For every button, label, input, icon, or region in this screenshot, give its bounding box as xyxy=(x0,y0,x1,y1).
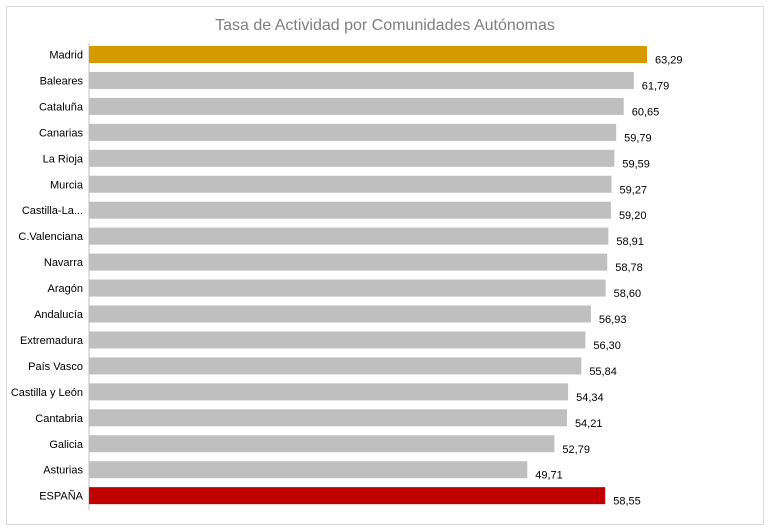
value-label: 56,30 xyxy=(593,340,621,352)
bar-15 xyxy=(89,435,555,453)
category-label: Aragón xyxy=(48,283,83,295)
category-label: Cataluña xyxy=(39,101,84,113)
category-label: País Vasco xyxy=(28,361,83,373)
value-label: 59,27 xyxy=(620,184,648,196)
bar-14 xyxy=(89,409,567,427)
bar-13 xyxy=(89,383,569,401)
bar-17 xyxy=(89,487,606,505)
bar-7 xyxy=(89,227,609,245)
bar-1 xyxy=(89,71,634,89)
value-label: 49,71 xyxy=(535,470,563,482)
bar-9 xyxy=(89,279,606,297)
bar-4 xyxy=(89,149,615,167)
category-label: ESPAÑA xyxy=(39,490,83,503)
value-label: 58,60 xyxy=(614,288,642,300)
bar-5 xyxy=(89,175,612,193)
bar-3 xyxy=(89,123,617,141)
category-label: C.Valenciana xyxy=(18,231,83,243)
value-label: 58,78 xyxy=(615,262,643,274)
category-label: Castilla y León xyxy=(11,387,83,399)
category-label: Extremadura xyxy=(20,335,84,347)
bar-6 xyxy=(89,201,611,219)
value-label: 52,79 xyxy=(562,444,590,456)
value-label: 60,65 xyxy=(632,106,660,118)
category-label: Canarias xyxy=(39,127,84,139)
category-label: Madrid xyxy=(49,50,83,62)
bar-chart: Madrid 63,29 Baleares 61,79 Cataluña 60,65 Can… xyxy=(11,43,683,510)
value-label: 58,91 xyxy=(616,236,644,248)
category-label: Cantabria xyxy=(35,413,84,425)
category-label: Galicia xyxy=(49,439,84,451)
value-label: 56,93 xyxy=(599,314,627,326)
category-label: Asturias xyxy=(43,465,83,477)
bar-11 xyxy=(89,331,586,349)
category-label: Andalucía xyxy=(34,309,84,321)
value-label: 54,34 xyxy=(576,392,604,404)
category-label: Navarra xyxy=(44,257,84,269)
value-label: 59,20 xyxy=(619,210,647,222)
bar-8 xyxy=(89,253,608,271)
category-label: Castilla-La... xyxy=(22,205,83,217)
value-label: 59,59 xyxy=(622,158,650,170)
category-label: Murcia xyxy=(50,179,84,191)
chart-title: Tasa de Actividad por Comunidades Autóno… xyxy=(215,17,555,34)
value-label: 54,21 xyxy=(575,418,603,430)
bar-10 xyxy=(89,305,591,323)
value-label: 55,84 xyxy=(589,366,617,378)
bar-0 xyxy=(89,46,647,63)
chart-frame: Tasa de Actividad por Comunidades Autóno… xyxy=(6,6,764,525)
category-label: Baleares xyxy=(40,75,84,87)
value-label: 61,79 xyxy=(642,80,670,92)
bar-12 xyxy=(89,357,582,375)
category-label: La Rioja xyxy=(43,153,84,165)
bar-2 xyxy=(89,97,624,115)
value-label: 59,79 xyxy=(624,132,652,144)
value-label: 58,55 xyxy=(613,496,641,508)
bar-16 xyxy=(89,461,528,479)
value-label: 63,29 xyxy=(655,55,683,67)
